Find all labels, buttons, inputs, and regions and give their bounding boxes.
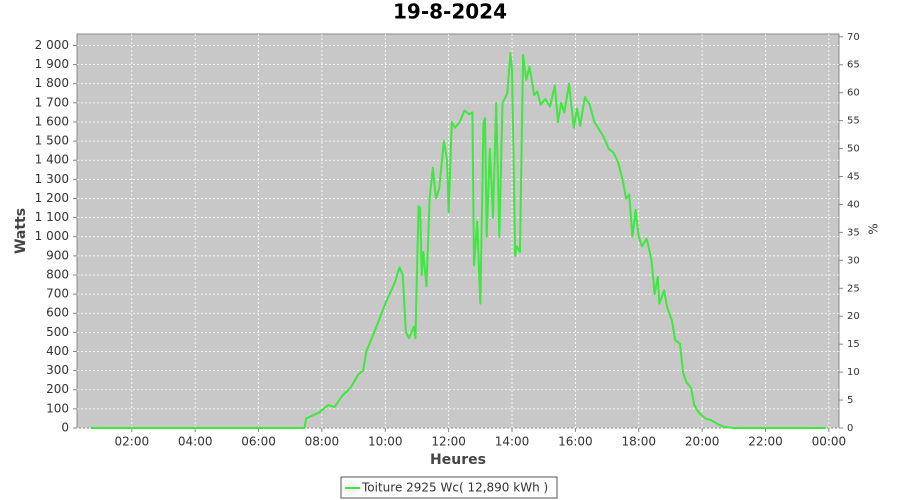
y-tick-label: 1 100	[35, 210, 69, 224]
y2-tick-label: 70	[847, 32, 860, 43]
x-tick-label: 12:00	[431, 435, 466, 449]
y-tick-label: 0	[61, 421, 69, 435]
y-tick-label: 1 900	[35, 57, 69, 71]
y-tick-label: 1 000	[35, 229, 69, 243]
y-tick-label: 1 300	[35, 172, 69, 186]
y-tick-label: 400	[46, 344, 69, 358]
y2-tick-label: 35	[847, 227, 860, 238]
y-tick-label: 800	[46, 267, 69, 281]
y-axis-title: Watts	[13, 208, 29, 254]
x-tick-label: 18:00	[621, 435, 656, 449]
y-tick-label: 1 700	[35, 95, 69, 109]
y2-tick-label: 5	[847, 395, 853, 406]
y2-tick-label: 30	[847, 255, 860, 266]
y-tick-label: 600	[46, 306, 69, 320]
y2-tick-label: 40	[847, 199, 860, 210]
y2-tick-label: 65	[847, 60, 860, 71]
x-tick-label: 00:00	[812, 435, 847, 449]
x-axis-title: Heures	[430, 452, 486, 468]
x-tick-label: 06:00	[241, 435, 276, 449]
legend-box	[340, 476, 558, 499]
legend-label: Toiture 2925 Wc( 12,890 kWh )	[361, 481, 548, 495]
y-tick-label: 500	[46, 325, 69, 339]
x-tick-label: 10:00	[368, 435, 403, 449]
x-tick-label: 20:00	[685, 435, 720, 449]
y-tick-label: 1 400	[35, 153, 69, 167]
x-tick-label: 14:00	[495, 435, 530, 449]
x-tick-label: 02:00	[115, 435, 150, 449]
y-tick-label: 200	[46, 382, 69, 396]
y2-tick-label: 0	[847, 423, 853, 434]
x-tick-label: 16:00	[558, 435, 593, 449]
y2-tick-label: 45	[847, 172, 860, 183]
y2-tick-label: 10	[847, 367, 860, 378]
chart-title: 19-8-2024	[393, 0, 507, 24]
series-line	[90, 52, 826, 429]
y-tick-label: 1 500	[35, 134, 69, 148]
y2-tick-label: 25	[847, 283, 860, 294]
y-tick-label: 300	[46, 363, 69, 377]
y-tick-label: 700	[46, 287, 69, 301]
y2-tick-label: 60	[847, 88, 860, 99]
y-tick-label: 2 000	[35, 38, 69, 52]
y-tick-label: 900	[46, 248, 69, 262]
y2-tick-label: 55	[847, 116, 860, 127]
y-tick-label: 1 800	[35, 76, 69, 90]
y-tick-label: 100	[46, 401, 69, 415]
x-tick-label: 08:00	[305, 435, 340, 449]
plot-area	[76, 33, 840, 429]
y-tick-label: 1 600	[35, 114, 69, 128]
y-tick-label: 1 200	[35, 191, 69, 205]
y2-tick-label: 15	[847, 339, 860, 350]
y2-axis-title: %	[867, 223, 881, 234]
x-tick-label: 22:00	[748, 435, 783, 449]
y2-tick-label: 50	[847, 144, 860, 155]
y2-tick-label: 20	[847, 311, 860, 322]
x-tick-label: 04:00	[178, 435, 213, 449]
